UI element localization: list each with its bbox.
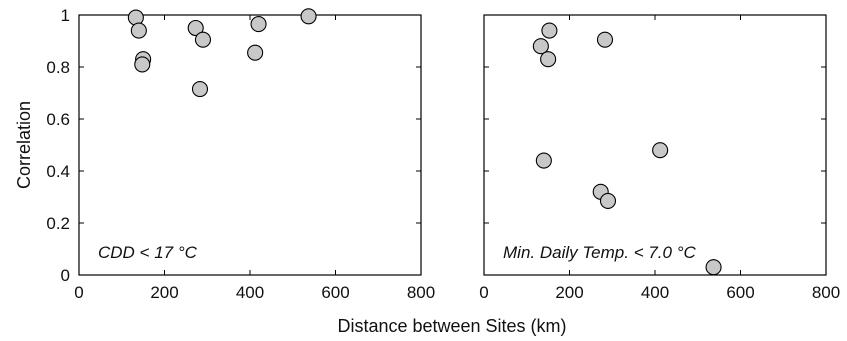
data-point <box>532 38 549 55</box>
x-tick-label: 800 <box>407 283 435 302</box>
data-point <box>194 31 212 48</box>
data-point <box>596 31 614 48</box>
x-tick-label: 200 <box>555 283 583 302</box>
data-point <box>541 22 558 39</box>
data-point <box>187 19 204 37</box>
y-axis-title: Correlation <box>14 101 34 189</box>
x-tick-label: 800 <box>812 283 840 302</box>
data-point <box>535 152 552 169</box>
y-tick-label: 0.2 <box>46 214 70 233</box>
data-point <box>127 9 144 26</box>
x-axis-title: Distance between Sites (km) <box>337 316 566 336</box>
data-point <box>130 22 147 39</box>
panel-annotation: CDD < 17 °C <box>98 243 198 262</box>
x-tick-label: 600 <box>726 283 754 302</box>
data-point <box>134 56 151 73</box>
x-tick-label: 400 <box>236 283 264 302</box>
data-point <box>540 51 557 68</box>
y-tick-label: 1 <box>61 6 70 25</box>
y-tick-label: 0 <box>61 266 70 285</box>
x-tick-label: 200 <box>150 283 178 302</box>
data-point <box>191 81 209 98</box>
data-point <box>300 8 317 25</box>
data-point <box>705 259 722 276</box>
x-tick-label: 0 <box>479 283 488 302</box>
x-tick-label: 400 <box>641 283 669 302</box>
data-point <box>599 192 617 209</box>
chart-panel-min-daily-temp: 0 200 400 600 800 Min. Daily Temp. < 7.0 °C <box>479 14 840 302</box>
y-tick-label: 0.6 <box>46 110 70 129</box>
y-tick-label: 0.4 <box>46 162 70 181</box>
data-point <box>247 44 264 61</box>
x-tick-label: 600 <box>321 283 349 302</box>
data-point <box>250 16 267 33</box>
y-tick-label: 0.8 <box>46 58 70 77</box>
x-tick-label: 0 <box>74 283 83 302</box>
panel-annotation: Min. Daily Temp. < 7.0 °C <box>503 243 696 262</box>
chart-panel-cdd: 0 200 400 600 800 0 0.2 0.4 0.6 0.8 1 CDD < 17 °C <box>46 6 435 302</box>
data-point <box>652 142 669 159</box>
